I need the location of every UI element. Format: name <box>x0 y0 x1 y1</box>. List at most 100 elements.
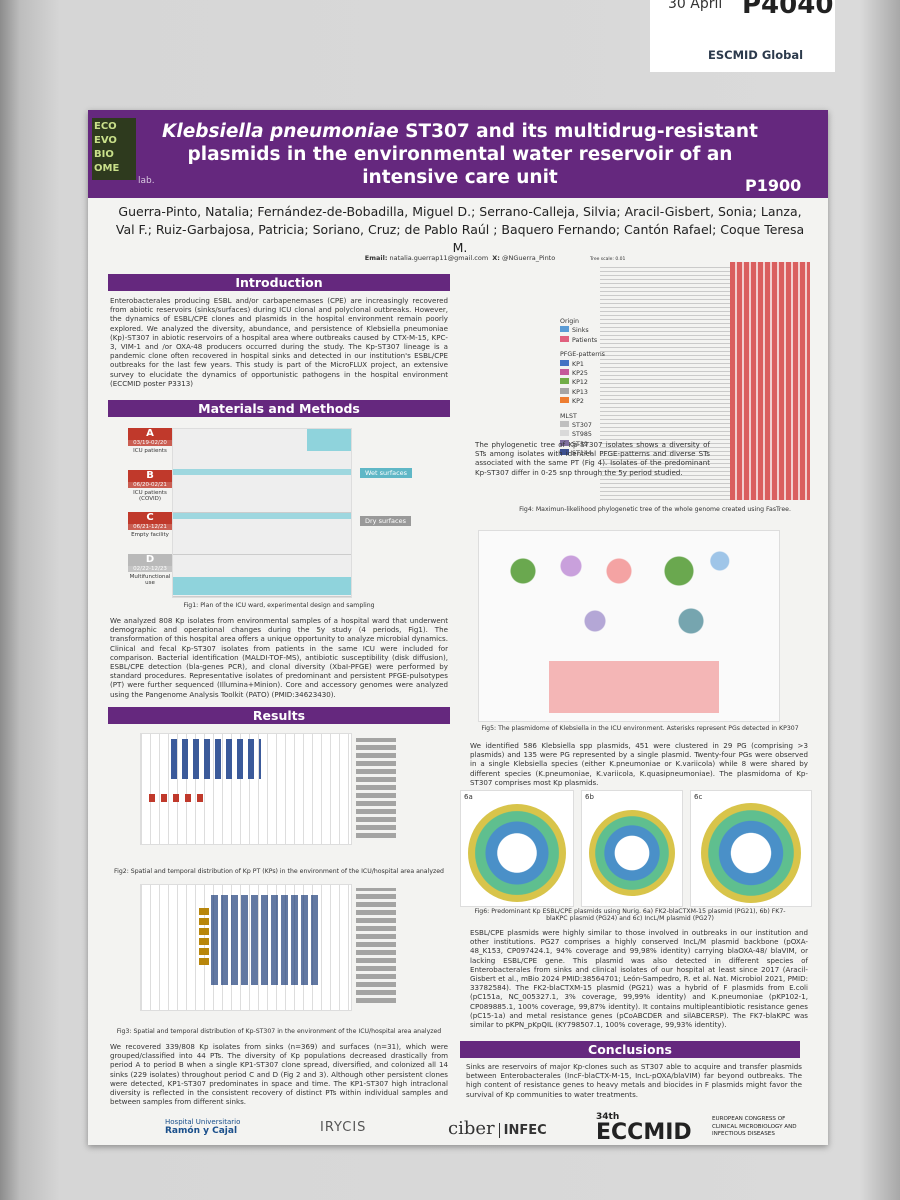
period-letter: D <box>128 554 172 566</box>
period: B 06/20-02/21 ICU patients (COVID) <box>128 470 172 502</box>
period-letter: C <box>128 512 172 524</box>
legend-title: Origin <box>560 318 580 325</box>
period: C 06/21-12/21 Empty facility <box>128 512 172 538</box>
dry-label: Dry surfaces <box>360 516 411 526</box>
figure-caption: Fig4: Maximun-likelihood phylogenetic tr… <box>519 506 791 513</box>
period-dates: 03/19-02/20 <box>128 440 172 446</box>
plasmidome-text: We identified 586 Klebsiella spp plasmid… <box>470 741 808 787</box>
ward-plan <box>172 428 352 598</box>
email: natalia.guerrap11@gmail.com <box>389 254 489 262</box>
panel-label: 6c <box>694 793 703 801</box>
period-dates: 06/20-02/21 <box>128 482 172 488</box>
hospital-top: Hospital Universitario <box>165 1118 241 1126</box>
period-letter: A <box>128 428 172 440</box>
legend-swatch <box>560 421 569 428</box>
plasmid-ring <box>589 809 675 896</box>
figure-caption: Fig3: Spatial and temporal distribution … <box>116 1028 442 1035</box>
sink-zone <box>173 513 351 519</box>
figure-3-plot <box>140 884 352 1011</box>
sink-zone <box>307 429 351 451</box>
board-code: P4040 <box>742 0 834 20</box>
period-dates: 02/22-12/23 <box>128 566 172 572</box>
hospital-logo: Hospital Universitario Ramón y Cajal <box>165 1118 240 1136</box>
network-decoration <box>499 541 739 641</box>
legend-swatch <box>560 369 569 376</box>
methods-text: We analyzed 808 Kp isolates from environ… <box>110 616 448 699</box>
figure-2-plot <box>140 733 352 845</box>
wet-label: Wet surfaces <box>360 468 413 478</box>
legend-item: Sinks <box>560 326 605 335</box>
legend-title: MLST <box>560 412 577 420</box>
plasmid-ring <box>468 803 566 902</box>
figure-caption: Fig6: Predominant Kp ESBL/CPE plasmids u… <box>474 908 786 922</box>
ciber-logo: ciber INFEC <box>448 1118 547 1139</box>
legend-item: KP25 <box>560 369 605 378</box>
figure-caption: Fig1: Plan of the ICU ward, experimental… <box>183 602 375 609</box>
ciber: ciber <box>448 1118 495 1139</box>
authors: Guerra-Pinto, Natalia; Fernández-de-Boba… <box>115 204 805 255</box>
infec: INFEC <box>498 1123 547 1138</box>
legend-label: KP1 <box>572 360 584 368</box>
session-date: 30 April <box>668 0 723 12</box>
contact: Email: natalia.guerrap11@gmail.com X: @N… <box>110 254 810 262</box>
eccmid-edition: 34th <box>596 1112 620 1122</box>
figure-1: A 03/19-02/20 ICU patients B 06/20-02/21 ICU … <box>128 424 443 599</box>
plot-decoration <box>211 895 321 985</box>
tree-scale: Tree scale: 0.01 <box>590 257 626 262</box>
figure-caption: Fig5: The plasmidome of Klebsiella in th… <box>481 725 799 732</box>
eccmid-full: EUROPEAN CONGRESS OF CLINICAL MICROBIOLO… <box>712 1116 797 1137</box>
plot-decoration <box>149 794 209 802</box>
section-heading: Conclusions <box>460 1041 800 1058</box>
plasmid-panel: 6a <box>460 790 574 907</box>
plot-decoration <box>199 905 209 965</box>
title-band <box>88 110 828 198</box>
section-heading: Materials and Methods <box>108 400 450 417</box>
legend-decoration <box>356 738 396 838</box>
x-label: X: <box>492 254 500 262</box>
lab-logo: ECO EVO BIO OME <box>92 118 136 180</box>
org-logo: ESCMID Global <box>708 48 804 62</box>
hospital-name: Ramón y Cajal <box>165 1126 238 1136</box>
title-species: Klebsiella pneumoniae <box>162 121 399 142</box>
sink-zone <box>173 577 351 595</box>
legend-swatch <box>560 359 569 366</box>
tree-legend: Origin Sinks Patients PFGE-patterns KP1 KP25 K… <box>560 312 605 459</box>
legend-label: Sinks <box>572 327 589 335</box>
legend-title: PFGE-patterns <box>560 351 605 359</box>
period-list: A 03/19-02/20 ICU patients B 06/20-02/21 ICU … <box>128 428 172 598</box>
plasmid-panel: 6b <box>581 790 683 907</box>
period-label: Empty facility <box>131 532 169 538</box>
legend-label: KP25 <box>572 370 588 378</box>
figure-6: 6a 6b 6c <box>460 790 812 908</box>
conclusions-text: Sinks are reservoirs of major Kp-clones … <box>466 1062 802 1099</box>
legend-swatch <box>560 397 569 404</box>
figure-caption: Fig2: Spatial and temporal distribution … <box>114 868 444 875</box>
plasmid-ring <box>701 802 801 903</box>
plot-decoration <box>171 739 261 779</box>
legend-label: ST144 <box>572 450 592 458</box>
legend-swatch <box>560 378 569 385</box>
legend-swatch <box>560 335 569 342</box>
period-label: ICU patients <box>133 448 167 454</box>
legend-label: ST307 <box>572 422 592 430</box>
legend-swatch <box>560 430 569 437</box>
email-label: Email: <box>364 254 388 262</box>
legend-label: ST985 <box>572 431 592 439</box>
handle: @NGuerra_Pinto <box>502 254 556 262</box>
panel-label: 6b <box>585 793 594 801</box>
period-label: Multifunctional use <box>129 574 171 586</box>
legend-item: ST144 <box>560 449 605 458</box>
eccmid-logo: ECCMID <box>596 1120 692 1145</box>
period: A 03/19-02/20 ICU patients <box>128 428 172 454</box>
poster-title: Klebsiella pneumoniae ST307 and its mult… <box>150 120 770 189</box>
legend-swatch <box>560 449 569 456</box>
poster-id: P1900 <box>745 176 802 195</box>
legend-item: ST39 <box>560 439 605 449</box>
legend-item: KP12 <box>560 378 605 387</box>
fig6-text: ESBL/CPE plasmids were highly similar to… <box>470 928 808 1030</box>
title-rest: ST307 and its multidrug-resistant plasmi… <box>187 121 758 188</box>
period-dates: 06/21-12/21 <box>128 524 172 530</box>
results-text: We recovered 339/808 Kp isolates from si… <box>110 1042 448 1107</box>
legend-swatch <box>560 439 569 446</box>
lab-logo-sub: lab. <box>138 176 155 186</box>
